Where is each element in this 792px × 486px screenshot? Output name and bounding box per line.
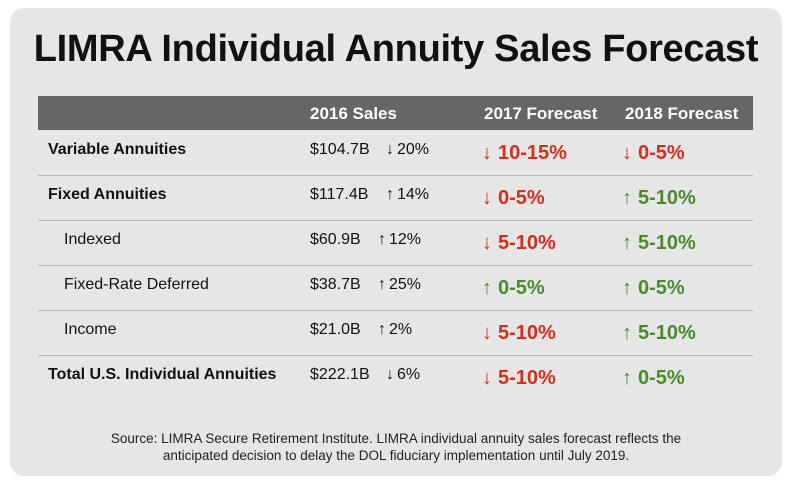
row-label: Variable Annuities <box>48 141 187 158</box>
forecast-value: 0-5% <box>638 277 685 299</box>
arrow-up-icon: ↑ <box>622 277 632 299</box>
row-divider <box>38 175 753 176</box>
arrow-down-icon: ↓ <box>482 367 492 389</box>
arrow-up-icon: ↑ <box>378 231 386 248</box>
table-header: 2016 Sales 2017 Forecast 2018 Forecast <box>38 96 753 130</box>
sales-change-value: 20% <box>397 141 430 158</box>
row-divider <box>38 220 753 221</box>
sales-2016: $117.4B <box>310 186 369 203</box>
sales-change-value: 14% <box>397 186 430 203</box>
source-line-1: Source: LIMRA Secure Retirement Institut… <box>110 431 682 446</box>
forecast-2018: ↓ 0-5% <box>622 142 685 165</box>
forecast-value: 5-10% <box>638 232 696 254</box>
row-label: Income <box>64 321 117 338</box>
forecast-value: 10-15% <box>498 142 567 164</box>
forecast-2017: ↓ 0-5% <box>482 187 545 210</box>
arrow-up-icon: ↑ <box>378 321 386 338</box>
sales-2016: $21.0B <box>310 321 361 338</box>
forecast-2018: ↑ 0-5% <box>622 367 685 390</box>
arrow-down-icon: ↓ <box>386 366 394 383</box>
forecast-value: 5-10% <box>498 367 556 389</box>
sales-change: ↑ 14% <box>386 186 429 204</box>
card-background <box>10 8 782 476</box>
sales-change: ↑ 2% <box>378 321 412 339</box>
forecast-value: 0-5% <box>498 277 545 299</box>
arrow-down-icon: ↓ <box>386 141 394 158</box>
arrow-up-icon: ↑ <box>378 276 386 293</box>
forecast-value: 5-10% <box>638 187 696 209</box>
sales-2016: $222.1B <box>310 366 370 383</box>
forecast-2017: ↓ 5-10% <box>482 367 556 390</box>
forecast-2018: ↑ 5-10% <box>622 322 696 345</box>
arrow-up-icon: ↑ <box>622 232 632 254</box>
forecast-value: 5-10% <box>498 322 556 344</box>
row-divider <box>38 265 753 266</box>
forecast-value: 5-10% <box>498 232 556 254</box>
sales-change: ↓ 20% <box>386 141 429 159</box>
sales-change: ↓ 6% <box>386 366 420 384</box>
row-label: Fixed Annuities <box>48 186 167 203</box>
source-line-2: anticipated decision to delay the DOL fi… <box>162 448 630 463</box>
row-label: Fixed-Rate Deferred <box>64 276 209 293</box>
row-label: Total U.S. Individual Annuities <box>48 366 277 383</box>
sales-2016: $38.7B <box>310 276 361 293</box>
forecast-value: 0-5% <box>498 187 545 209</box>
forecast-value: 0-5% <box>638 142 685 164</box>
forecast-2017: ↓ 5-10% <box>482 322 556 345</box>
arrow-up-icon: ↑ <box>482 277 492 299</box>
forecast-2017: ↑ 0-5% <box>482 277 545 300</box>
page-title: LIMRA Individual Annuity Sales Forecast <box>33 28 759 70</box>
arrow-up-icon: ↑ <box>622 187 632 209</box>
row-label: Indexed <box>64 231 121 248</box>
arrow-up-icon: ↑ <box>622 322 632 344</box>
source-note: Source: LIMRA Secure Retirement Institut… <box>0 430 792 464</box>
forecast-value: 5-10% <box>638 322 696 344</box>
forecast-2018: ↑ 5-10% <box>622 187 696 210</box>
row-divider <box>38 355 753 356</box>
sales-change-value: 2% <box>389 321 413 338</box>
arrow-up-icon: ↑ <box>386 186 394 203</box>
sales-change-value: 6% <box>397 366 421 383</box>
header-2018-forecast: 2018 Forecast <box>625 104 739 123</box>
sales-2016: $60.9B <box>310 231 361 248</box>
header-2017-forecast: 2017 Forecast <box>484 104 598 123</box>
arrow-down-icon: ↓ <box>482 142 492 164</box>
sales-change-value: 25% <box>389 276 422 293</box>
sales-2016: $104.7B <box>310 141 370 158</box>
forecast-2017: ↓ 10-15% <box>482 142 567 165</box>
arrow-up-icon: ↑ <box>622 367 632 389</box>
arrow-down-icon: ↓ <box>482 187 492 209</box>
arrow-down-icon: ↓ <box>622 142 632 164</box>
sales-change: ↑ 12% <box>378 231 421 249</box>
forecast-value: 0-5% <box>638 367 685 389</box>
forecast-2018: ↑ 0-5% <box>622 277 685 300</box>
forecast-2018: ↑ 5-10% <box>622 232 696 255</box>
arrow-down-icon: ↓ <box>482 322 492 344</box>
row-divider <box>38 310 753 311</box>
arrow-down-icon: ↓ <box>482 232 492 254</box>
sales-change: ↑ 25% <box>378 276 421 294</box>
header-2016-sales: 2016 Sales <box>310 104 397 123</box>
forecast-2017: ↓ 5-10% <box>482 232 556 255</box>
sales-change-value: 12% <box>389 231 422 248</box>
